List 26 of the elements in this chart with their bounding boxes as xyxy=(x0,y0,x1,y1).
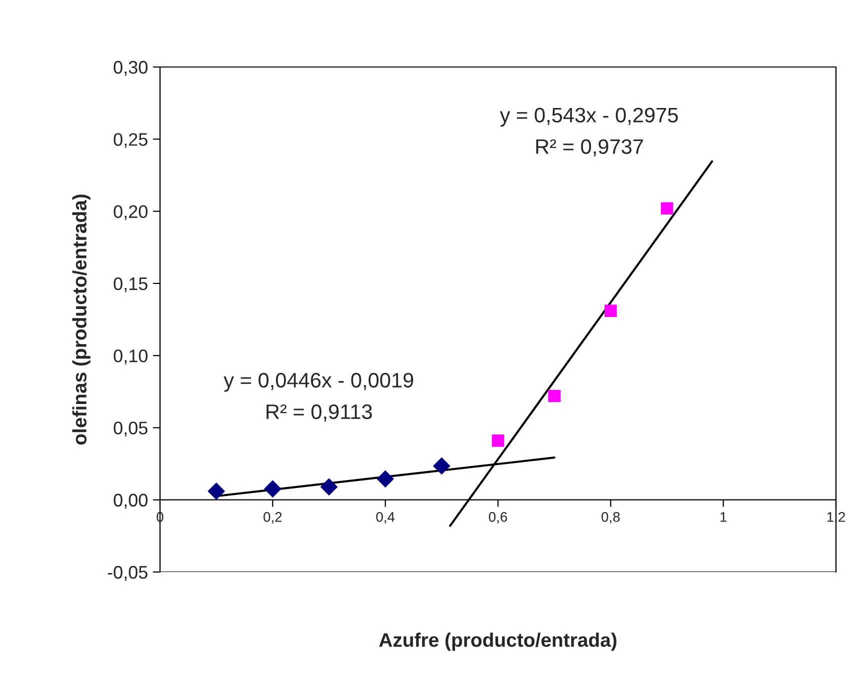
x-tick-label: 0,8 xyxy=(602,512,620,524)
y-tick-label: 0,15 xyxy=(114,277,148,292)
y-tick-label: 0,10 xyxy=(114,350,148,364)
point xyxy=(208,482,225,500)
point xyxy=(548,390,560,402)
y-tick-label: 0,30 xyxy=(114,60,148,76)
annotation: y = 0,543x - 0,2975 R² = 0,9737 xyxy=(500,108,678,156)
point xyxy=(376,470,394,488)
x-tick-label: 0,4 xyxy=(376,512,395,524)
x-tick-label: 1 xyxy=(720,512,727,522)
annotation: y = 0,0446x - 0,0019 R² = 0,9113 xyxy=(224,372,414,422)
y-tick-label: 0,20 xyxy=(114,205,148,220)
y-tick-label: -0,05 xyxy=(108,566,148,581)
point xyxy=(320,478,338,496)
point xyxy=(264,480,282,498)
y-axis-title: olefinas (producto/entrada) xyxy=(72,194,90,445)
x-tick-label: 0,6 xyxy=(488,512,508,524)
x-tick-label: 0,2 xyxy=(264,512,282,524)
x-axis-title: Azufre (producto/entrada) xyxy=(379,632,616,651)
point xyxy=(433,457,450,475)
point xyxy=(492,434,504,447)
point xyxy=(604,304,617,318)
y-tick-label: 0,00 xyxy=(114,494,148,509)
y-tick-label: 0,25 xyxy=(114,133,148,148)
y-tick-label: 0,05 xyxy=(114,422,148,437)
point xyxy=(660,202,674,215)
